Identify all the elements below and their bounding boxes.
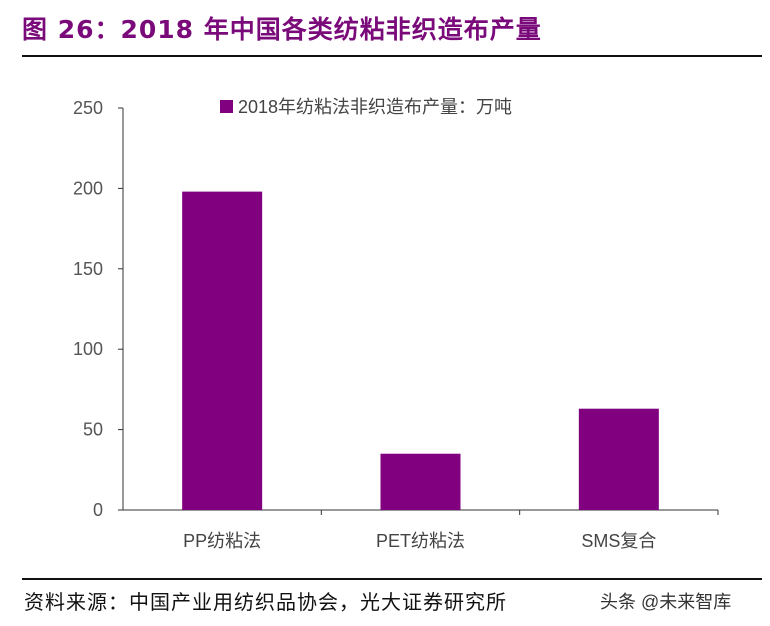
y-tick-label: 150 — [73, 259, 103, 279]
x-tick-label: PP纺粘法 — [183, 531, 261, 551]
y-tick-label: 200 — [73, 178, 103, 198]
y-tick-label: 0 — [93, 500, 103, 520]
source-note: 资料来源：中国产业用纺织品协会，光大证券研究所 — [24, 590, 507, 614]
x-tick-label: PET纺粘法 — [376, 531, 465, 551]
y-tick-label: 50 — [83, 420, 103, 440]
legend-label: 2018年纺粘法非织造布产量：万吨 — [238, 97, 512, 117]
bar-1 — [182, 191, 263, 510]
x-tick-label: SMS复合 — [581, 531, 656, 551]
bar-3 — [578, 408, 659, 510]
y-tick-label: 250 — [73, 98, 103, 118]
bar-2 — [380, 453, 461, 510]
top-rule — [22, 55, 762, 57]
figure-title: 图 26：2018 年中国各类纺粘非织造布产量 — [22, 15, 542, 44]
y-tick-label: 100 — [73, 339, 103, 359]
legend-swatch — [220, 100, 233, 113]
bottom-rule — [22, 578, 762, 580]
watermark: 头条 @未来智库 — [600, 588, 732, 614]
